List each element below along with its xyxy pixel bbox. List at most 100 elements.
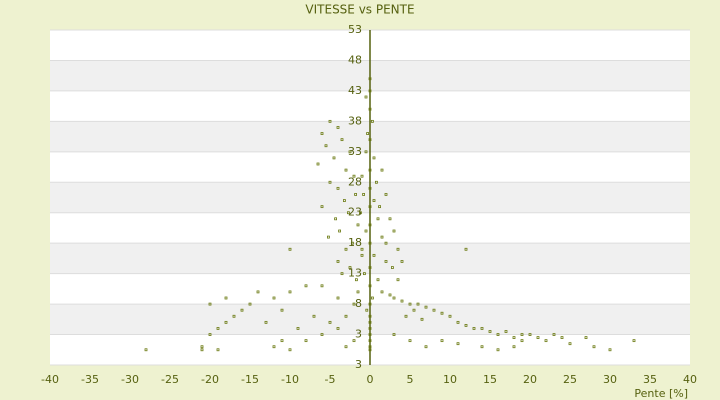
point — [440, 339, 444, 343]
x-tick-label: 0 — [367, 373, 374, 386]
y-tick-label: 13 — [348, 267, 362, 280]
y-tick-label: 23 — [348, 206, 362, 219]
point — [368, 302, 372, 306]
point — [348, 150, 352, 154]
point — [400, 299, 404, 303]
point — [456, 342, 460, 346]
point — [378, 205, 382, 209]
point — [384, 241, 388, 245]
point — [368, 345, 372, 349]
point — [368, 223, 372, 227]
point — [388, 293, 392, 297]
point — [328, 180, 332, 184]
point — [264, 320, 268, 324]
x-tick-label: 35 — [643, 373, 657, 386]
point — [432, 308, 436, 312]
y-tick-label: 18 — [348, 236, 362, 249]
point — [368, 320, 372, 324]
point — [296, 327, 300, 330]
x-tick-label: -5 — [325, 373, 336, 386]
point — [552, 333, 556, 336]
point — [412, 308, 416, 312]
point — [424, 305, 428, 309]
point — [288, 348, 292, 352]
point — [528, 333, 532, 336]
point — [512, 336, 516, 339]
point — [340, 138, 344, 142]
point — [280, 308, 284, 312]
point — [368, 284, 372, 288]
point — [390, 266, 394, 269]
point — [364, 95, 368, 99]
point — [496, 348, 500, 352]
y-tick-label: 8 — [355, 297, 362, 310]
point — [326, 235, 330, 239]
point — [560, 336, 564, 339]
point — [320, 205, 324, 209]
point — [372, 253, 376, 257]
point — [348, 266, 352, 269]
point — [384, 193, 388, 196]
point — [370, 296, 374, 300]
point — [480, 345, 484, 349]
point — [365, 308, 369, 312]
x-axis-label: Pente [%] — [634, 387, 688, 400]
point — [216, 348, 220, 352]
point — [200, 345, 204, 349]
point — [200, 348, 204, 352]
point — [372, 156, 376, 160]
x-tick-label: -25 — [161, 373, 179, 386]
point — [472, 327, 476, 330]
point — [592, 345, 596, 349]
point — [332, 156, 336, 160]
point — [256, 290, 260, 294]
x-tick-label: -35 — [81, 373, 99, 386]
point — [360, 174, 364, 178]
point — [232, 314, 236, 318]
point — [208, 302, 212, 306]
point — [400, 260, 404, 263]
point — [224, 296, 228, 300]
x-tick-label: -15 — [241, 373, 259, 386]
x-tick-label: 40 — [683, 373, 697, 386]
point — [144, 348, 148, 352]
point — [520, 339, 524, 343]
point — [328, 320, 332, 324]
point — [272, 296, 276, 300]
point — [368, 107, 372, 111]
x-tick-label: -30 — [121, 373, 139, 386]
point — [354, 193, 358, 196]
point — [440, 311, 444, 315]
point — [338, 229, 342, 233]
point — [392, 296, 396, 300]
point — [372, 199, 376, 202]
point — [448, 314, 452, 318]
point — [352, 339, 356, 343]
point — [416, 302, 420, 306]
point — [368, 168, 372, 172]
x-tick-label: -40 — [41, 373, 59, 386]
point — [346, 211, 350, 215]
point — [336, 296, 340, 300]
point — [320, 333, 324, 336]
point — [368, 348, 372, 352]
point — [380, 168, 384, 172]
point — [520, 333, 524, 336]
point — [464, 324, 468, 327]
point — [392, 333, 396, 336]
y-tick-label: 28 — [348, 175, 362, 188]
y-tick-label: 53 — [348, 23, 362, 36]
point — [368, 266, 372, 269]
point — [366, 132, 370, 135]
point — [344, 345, 348, 349]
point — [248, 302, 252, 306]
x-tick-label: 30 — [603, 373, 617, 386]
point — [408, 339, 412, 343]
point — [456, 320, 460, 324]
point — [360, 247, 364, 251]
point — [320, 132, 324, 135]
point — [344, 168, 348, 172]
point — [368, 327, 372, 330]
point — [632, 339, 636, 343]
point — [376, 217, 380, 221]
